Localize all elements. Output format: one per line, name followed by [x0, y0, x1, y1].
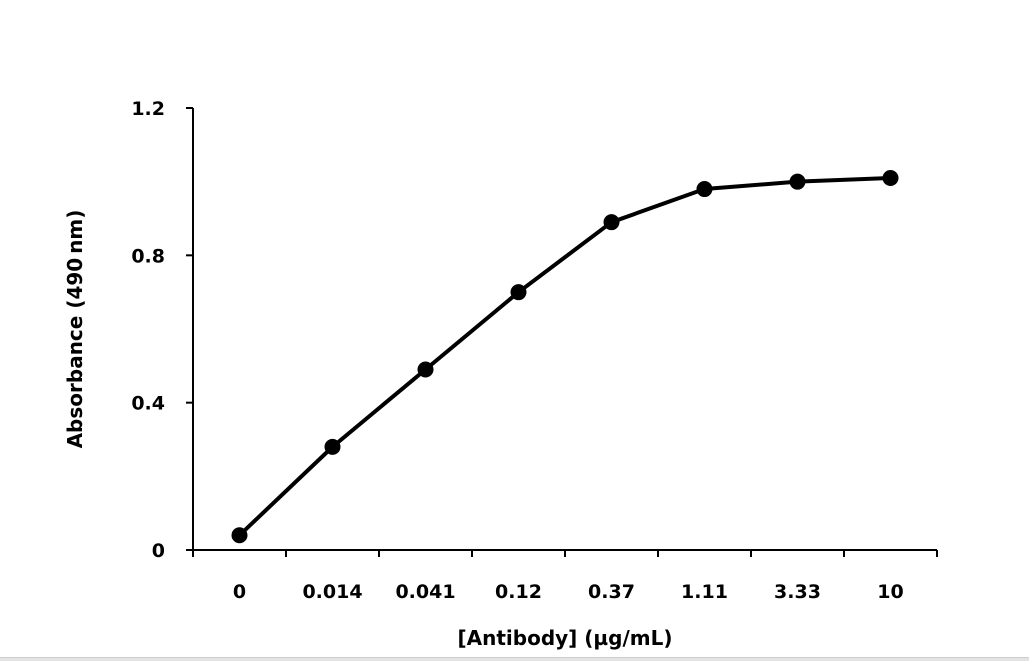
- series-layer: [231, 169, 899, 544]
- data-point: [603, 214, 620, 231]
- data-point: [231, 527, 248, 544]
- x-tick-label: 1.11: [681, 581, 728, 603]
- x-axis-title: [Antibody] (µg/mL): [458, 626, 673, 650]
- y-ticks: 0 0.4 0.8 1.2: [131, 98, 193, 562]
- data-point: [789, 173, 806, 190]
- y-axis-title: Absorbance (490 nm): [63, 210, 87, 449]
- data-point: [510, 284, 527, 301]
- x-tick-label: 0.37: [588, 581, 635, 603]
- series-line: [237, 175, 893, 538]
- x-tick-label: 10: [877, 581, 903, 603]
- data-point: [696, 181, 713, 198]
- y-tick-label: 0.4: [131, 393, 165, 415]
- y-axis: 0 0.4 0.8 1.2: [131, 98, 194, 562]
- y-tick-label: 1.2: [131, 98, 165, 120]
- x-tick-label: 0.014: [302, 581, 362, 603]
- x-tick-label: 0.12: [495, 581, 542, 603]
- y-tick-label: 0.8: [131, 245, 165, 267]
- y-tick-label: 0: [152, 540, 165, 562]
- x-tick-label: 3.33: [774, 581, 821, 603]
- data-point: [882, 169, 899, 186]
- data-point: [417, 361, 434, 378]
- bottom-edge-divider: [0, 657, 1029, 661]
- x-tick-label: 0.041: [395, 581, 455, 603]
- x-ticks: 0 0.014 0.041 0.12 0.37 1.11 3.33 10: [192, 550, 938, 603]
- x-tick-label: 0: [233, 581, 246, 603]
- data-point: [324, 438, 341, 455]
- x-axis: 0 0.014 0.041 0.12 0.37 1.11 3.33 10: [192, 549, 938, 603]
